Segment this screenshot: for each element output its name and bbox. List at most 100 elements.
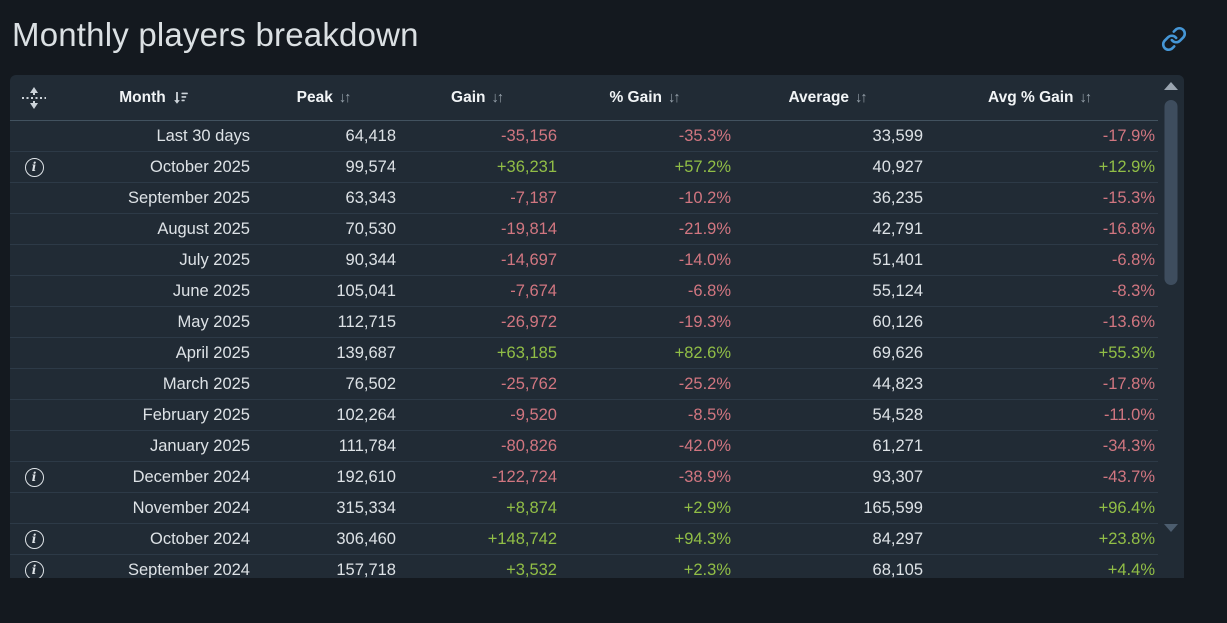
cell-average: 33,599 [872,126,923,145]
column-label: Gain [451,88,486,106]
cell-gain-pct: +57.2% [674,157,731,176]
column-label: Month [119,88,166,106]
cell-average: 42,791 [872,219,923,238]
cell-gain-pct: -38.9% [678,467,731,486]
cell-avg-gain-pct: +96.4% [1098,498,1155,517]
cell-avg-gain-pct: -17.8% [1102,374,1155,393]
table-body: i Last 30 days 64,418 -35,156 -35.3% 33,… [10,121,1184,578]
cell-avg-gain-pct: -16.8% [1102,219,1155,238]
scrollbar-thumb[interactable] [1164,100,1178,285]
cell-avg-gain-pct: -11.0% [1103,405,1155,424]
table-row: i July 2025 90,344 -14,697 -14.0% 51,401… [10,245,1184,276]
column-header-avg-gain[interactable]: Avg % Gain ↓↑ [923,89,1155,107]
column-header-peak[interactable]: Peak ↓↑ [250,89,396,107]
cell-gain: -25,762 [501,374,557,393]
cell-month: March 2025 [162,374,250,393]
cell-average: 55,124 [872,281,923,300]
cell-gain: -7,187 [510,188,557,207]
table-row: i December 2024 192,610 -122,724 -38.9% … [10,462,1184,493]
cell-month: January 2025 [150,436,250,455]
cell-gain-pct: -35.3% [678,126,731,145]
scroll-up-arrow-icon[interactable] [1164,82,1178,90]
monthly-players-table: Month Peak ↓↑ Gain ↓↑% Gain ↓↑ Average ↓↑ Avg % … [10,75,1184,578]
table-row: i October 2024 306,460 +148,742 +94.3% 8… [10,524,1184,555]
cell-gain-pct: -8.5% [687,405,731,424]
cell-gain: -7,674 [510,281,557,300]
scroll-down-arrow-icon[interactable] [1164,524,1178,532]
table-row: i March 2025 76,502 -25,762 -25.2% 44,82… [10,369,1184,400]
cell-average: 54,528 [872,405,923,424]
cell-peak: 90,344 [345,250,396,269]
cell-peak: 63,343 [345,188,396,207]
page-title: Monthly players breakdown [12,16,419,53]
table-row: i October 2025 99,574 +36,231 +57.2% 40,… [10,152,1184,183]
cell-gain: +3,532 [506,560,557,579]
cell-avg-gain-pct: +4.4% [1107,560,1155,579]
info-icon[interactable]: i [24,157,44,177]
cell-average: 84,297 [872,529,923,548]
column-header-gain[interactable]: % Gain ↓↑ [557,89,731,107]
sort-toggle-icon: ↓↑ [855,89,867,106]
permalink-button[interactable] [1161,26,1187,52]
table-row: i November 2024 315,334 +8,874 +2.9% 165… [10,493,1184,524]
cell-average: 61,271 [872,436,923,455]
cell-avg-gain-pct: -13.6% [1102,312,1155,331]
cell-month: December 2024 [132,467,250,486]
cell-average: 165,599 [863,498,923,517]
cell-average: 69,626 [872,343,923,362]
table-drag-handle[interactable] [10,86,58,109]
column-label: Average [788,88,850,106]
table-row: i September 2024 157,718 +3,532 +2.3% 68… [10,555,1184,578]
cell-average: 68,105 [872,560,923,579]
cell-gain-pct: -42.0% [678,436,731,455]
cell-gain-pct: -10.2% [678,188,731,207]
cell-avg-gain-pct: -15.3% [1102,188,1155,207]
cell-peak: 76,502 [345,374,396,393]
cell-avg-gain-pct: -43.7% [1102,467,1155,486]
cell-peak: 157,718 [336,560,396,579]
cell-month: April 2025 [175,343,250,362]
cell-gain-pct: +2.3% [683,560,731,579]
cell-average: 44,823 [872,374,923,393]
cell-month: Last 30 days [156,126,250,145]
sort-descending-icon-wrap [172,90,189,106]
cell-gain: -9,520 [510,405,557,424]
table-row: i September 2025 63,343 -7,187 -10.2% 36… [10,183,1184,214]
table-row: i Last 30 days 64,418 -35,156 -35.3% 33,… [10,121,1184,152]
cell-gain-pct: +82.6% [674,343,731,362]
info-icon[interactable]: i [24,529,44,549]
cell-avg-gain-pct: +23.8% [1098,529,1155,548]
cell-month: August 2025 [157,219,250,238]
cell-avg-gain-pct: -8.3% [1111,281,1155,300]
table-row: i May 2025 112,715 -26,972 -19.3% 60,126… [10,307,1184,338]
cell-month: May 2025 [177,312,250,331]
cell-gain-pct: +94.3% [674,529,731,548]
cell-gain-pct: +2.9% [683,498,731,517]
column-header-month[interactable]: Month [58,89,250,107]
cell-gain: -122,724 [491,467,557,486]
cell-peak: 306,460 [336,529,396,548]
cell-average: 40,927 [872,157,923,176]
link-icon [1161,26,1187,52]
cell-average: 60,126 [872,312,923,331]
sort-descending-icon [173,91,188,104]
cell-gain-pct: -14.0% [678,250,731,269]
column-header-average[interactable]: Average ↓↑ [731,89,923,107]
column-label: % Gain [609,88,663,106]
cell-month: November 2024 [132,498,250,517]
cell-average: 93,307 [872,467,923,486]
cell-avg-gain-pct: -17.9% [1102,126,1155,145]
column-label: Avg % Gain [987,88,1074,106]
cell-peak: 192,610 [336,467,396,486]
info-icon[interactable]: i [24,467,44,487]
cell-peak: 139,687 [336,343,396,362]
cell-gain: -80,826 [501,436,557,455]
column-header-gain[interactable]: Gain ↓↑ [396,89,557,107]
info-icon[interactable]: i [24,560,44,578]
cell-peak: 70,530 [345,219,396,238]
sort-toggle-icon: ↓↑ [338,89,351,106]
table-row: i April 2025 139,687 +63,185 +82.6% 69,6… [10,338,1184,369]
cell-gain: -14,697 [501,250,557,269]
cell-peak: 99,574 [345,157,396,176]
cell-avg-gain-pct: -6.8% [1111,250,1155,269]
